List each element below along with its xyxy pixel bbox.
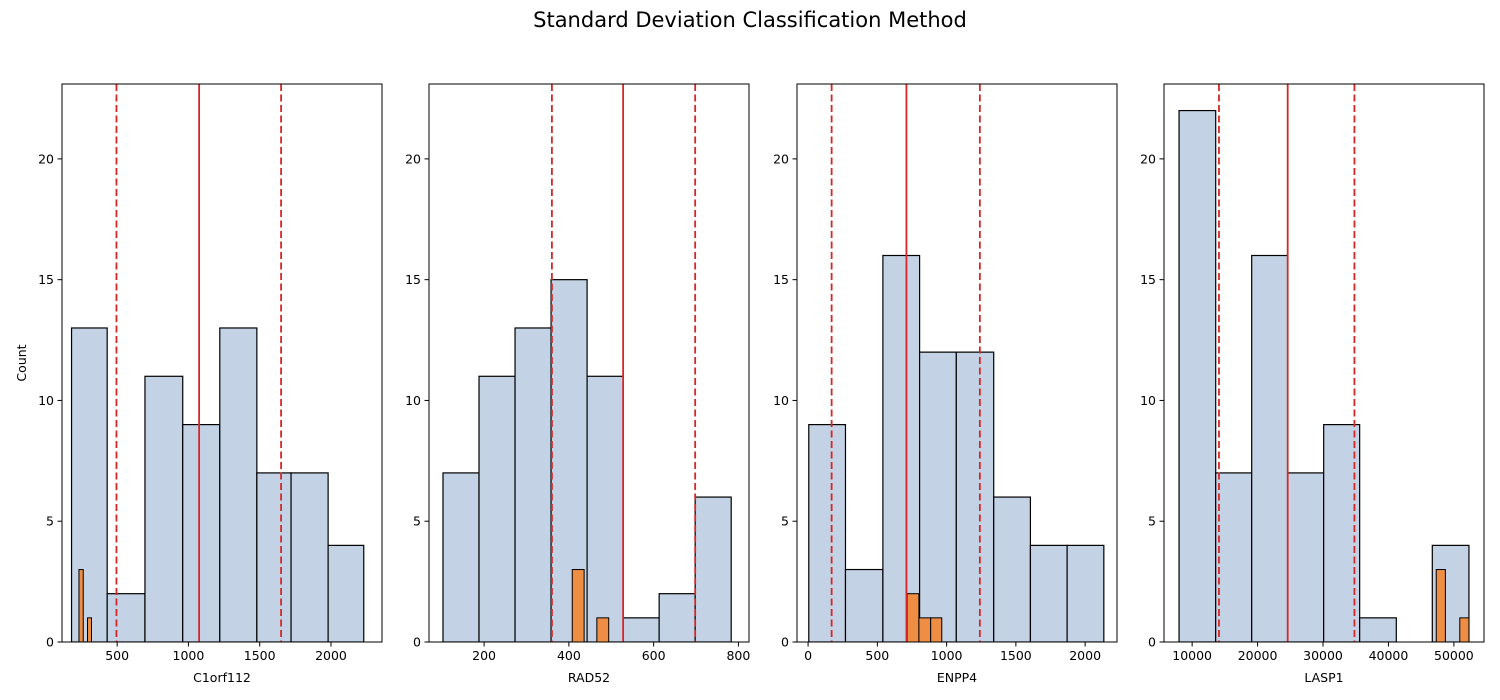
histogram-bar [256,472,292,642]
histogram-bar [1029,544,1068,642]
x-axis-label: LASP1 [1304,670,1343,685]
histogram-bar [1287,472,1325,642]
y-tick-label: 20 [773,151,789,166]
plot-area [1178,84,1470,642]
histogram-panel-2: 200 400 600 800 0 5 10 15 20 RAD52 [405,83,750,685]
highlight-bar [930,617,943,642]
histogram-bar [882,254,921,642]
histogram-bar [955,351,995,642]
axes-frame [796,83,1118,643]
histogram-bar [1066,544,1105,642]
x-tick-label: 800 [726,648,750,663]
x-tick-label: 50000 [1434,648,1474,663]
histogram-bar [586,375,624,642]
y-tick-label: 20 [405,151,421,166]
histogram-bar [993,496,1032,642]
highlight-bar [78,569,84,642]
histogram-bar [1251,254,1289,642]
x-axis-label: RAD52 [568,670,610,685]
y-tick-label: 0 [1148,635,1156,650]
histogram-bar [844,568,884,642]
axes-frame [61,83,383,643]
x-tick-label: 30000 [1303,648,1343,663]
highlight-bar [906,593,920,642]
y-tick-label: 0 [46,635,54,650]
histogram-bar [1178,109,1217,642]
histogram-bar [1359,617,1397,642]
x-tick-label: 1000 [931,648,963,663]
y-tick-label: 5 [413,514,421,529]
histogram-bar [514,327,552,642]
y-tick-label: 10 [405,393,421,408]
histogram-bar [106,593,146,642]
y-tick-label: 5 [46,514,54,529]
x-tick-label: 1500 [1000,648,1032,663]
y-tick-label: 20 [38,151,54,166]
highlight-bar [1435,569,1446,642]
highlight-bar [571,569,585,642]
highlight-bar [596,617,610,642]
highlight-bar [87,617,93,642]
x-tick-label: 40000 [1369,648,1409,663]
histogram-panel-1: 500 1000 1500 2000 0 5 10 15 20 C1orf112 Count [14,83,383,685]
y-tick-label: 10 [38,393,54,408]
y-tick-label: 10 [773,393,789,408]
axes-frame [428,83,750,643]
histogram-bar [694,496,732,642]
x-tick-label: 2000 [315,648,347,663]
histogram-bar [808,423,847,642]
y-tick-label: 15 [38,272,54,287]
histogram-bar [622,617,660,642]
histogram-bar [658,593,696,642]
x-tick-label: 400 [557,648,581,663]
histogram-bar [442,472,480,642]
figure-title: Standard Deviation Classification Method [533,8,967,32]
histogram-bar [1323,423,1361,642]
x-tick-label: 500 [865,648,889,663]
x-tick-label: 10000 [1172,648,1212,663]
highlight-bar [1459,617,1470,642]
y-tick-label: 15 [405,272,421,287]
y-tick-label: 5 [781,514,789,529]
y-tick-label: 10 [1140,393,1156,408]
y-tick-label: 20 [1140,151,1156,166]
y-tick-label: 15 [1140,272,1156,287]
x-tick-label: 1500 [244,648,276,663]
y-tick-label: 0 [781,635,789,650]
histogram-panel-3: 0 500 1000 1500 2000 0 5 10 15 20 ENPP4 [773,83,1118,685]
x-tick-label: 600 [642,648,666,663]
plot-area [442,84,732,642]
y-tick-label: 5 [1148,514,1156,529]
y-axis-label: Count [14,344,29,381]
x-tick-label: 2000 [1069,648,1101,663]
histogram-bar [327,544,365,642]
histogram-bar [290,472,329,642]
x-axis-label: C1orf112 [193,670,251,685]
x-tick-label: 20000 [1238,648,1278,663]
highlight-bar [918,617,932,642]
y-tick-label: 15 [773,272,789,287]
histogram-bar [478,375,516,642]
x-tick-label: 200 [472,648,496,663]
histogram-bar [219,327,258,642]
x-tick-label: 0 [804,648,812,663]
plot-area [70,84,365,642]
x-tick-label: 500 [105,648,129,663]
histogram-bar [70,327,108,642]
x-tick-label: 1000 [173,648,205,663]
y-tick-label: 0 [413,635,421,650]
histogram-bar [144,375,184,642]
histogram-bar [918,351,957,642]
x-axis-label: ENPP4 [937,670,977,685]
plot-area [808,84,1105,642]
histogram-panel-4: 10000 20000 30000 40000 50000 0 5 10 15 20 LASP1 [1140,83,1485,685]
histogram-bar [1215,472,1253,642]
histogram-bar [182,423,221,642]
axes-frame [1163,83,1485,643]
